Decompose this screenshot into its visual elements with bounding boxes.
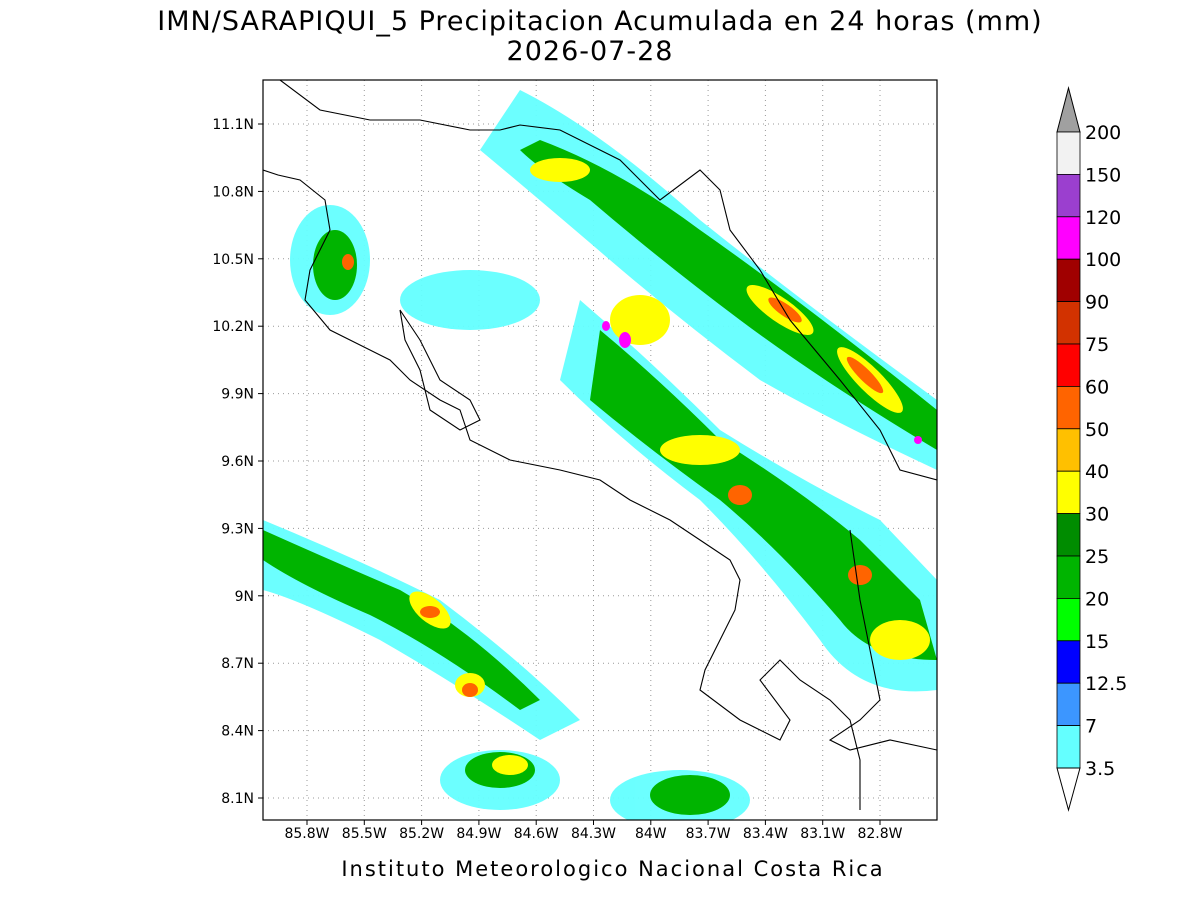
y-tick-label: 10.2N	[212, 319, 254, 335]
x-tick-label: 83.1W	[800, 826, 845, 842]
coastline	[263, 80, 937, 810]
legend-label: 150	[1085, 164, 1121, 186]
x-tick-label: 83.4W	[743, 826, 788, 842]
x-tick-label: 84W	[635, 826, 667, 842]
y-tick-label: 8.1N	[221, 791, 254, 807]
date: 2026-07-28	[507, 36, 674, 67]
legend-label: 40	[1085, 461, 1109, 483]
color-box	[1056, 682, 1081, 727]
y-tick-label: 8.7N	[221, 656, 254, 672]
precipitation-field	[263, 90, 937, 820]
x-tick-label: 85.5W	[342, 826, 387, 842]
color-box	[1056, 301, 1081, 345]
color-box	[1056, 513, 1081, 557]
y-tick-label: 9.9N	[221, 387, 254, 403]
color-box	[1056, 640, 1081, 684]
x-tick-label: 84.9W	[456, 826, 501, 842]
color-box	[1056, 131, 1081, 175]
y-tick-label: 10.8N	[212, 184, 254, 200]
footer: Instituto Meteorologico Nacional Costa R…	[341, 857, 884, 881]
x-tick-label: 84.3W	[571, 826, 616, 842]
color-box	[1056, 216, 1081, 260]
y-tick-label: 9N	[235, 589, 254, 605]
y-tick-label: 9.6N	[221, 454, 254, 470]
color-box	[1056, 470, 1081, 515]
color-box	[1056, 555, 1081, 599]
legend-label: 50	[1085, 419, 1109, 441]
color-box	[1056, 725, 1081, 769]
legend-label: 75	[1085, 334, 1109, 356]
legend-label: 120	[1085, 207, 1121, 229]
legend-label: 15	[1085, 631, 1109, 653]
y-tick-label: 9.3N	[221, 521, 254, 537]
color-box	[1056, 385, 1081, 430]
legend-label: 200	[1085, 122, 1121, 144]
legend-label: 7	[1085, 716, 1097, 738]
legend-label: 90	[1085, 292, 1109, 314]
plot-frame	[262, 79, 938, 821]
legend-label: 25	[1085, 546, 1109, 568]
legend-label: 100	[1085, 249, 1121, 271]
legend-label: 20	[1085, 588, 1109, 610]
colorbar: 200 150 120 100 90 75 60 50 40 30 25 20 15 12.5 7 3.5	[1056, 86, 1127, 812]
legend-label: 60	[1085, 376, 1109, 398]
over-triangle	[1056, 86, 1081, 133]
color-box	[1056, 343, 1081, 387]
y-tick-label: 8.4N	[221, 724, 254, 740]
color-box	[1056, 598, 1081, 642]
under-triangle	[1056, 767, 1081, 812]
y-tick-label: 10.5N	[212, 252, 254, 268]
color-box	[1056, 428, 1081, 472]
y-tick-label: 11.1N	[212, 117, 254, 133]
x-tick-label: 83.7W	[686, 826, 731, 842]
legend-label: 12.5	[1085, 673, 1127, 695]
x-tick-label: 82.8W	[857, 826, 902, 842]
title: IMN/SARAPIQUI_5 Precipitacion Acumulada …	[157, 6, 1042, 37]
color-box	[1056, 173, 1081, 218]
legend-label: 30	[1085, 504, 1109, 526]
color-box	[1056, 258, 1081, 303]
x-tick-label: 85.8W	[284, 826, 329, 842]
x-tick-label: 84.6W	[514, 826, 559, 842]
legend-label: 3.5	[1085, 758, 1115, 780]
x-tick-label: 85.2W	[399, 826, 444, 842]
